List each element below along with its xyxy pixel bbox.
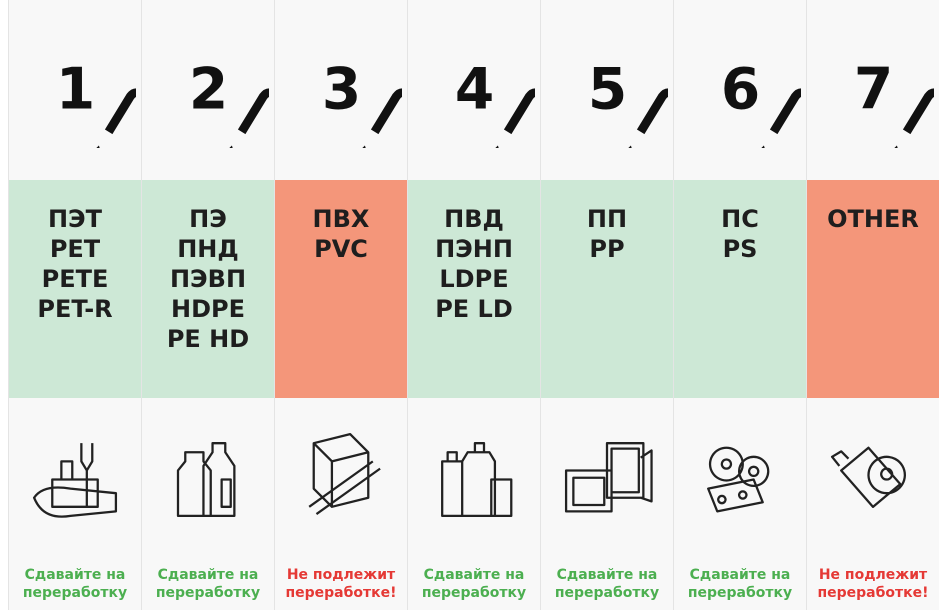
status-line: переработку — [155, 585, 261, 601]
recycling-symbol: 6 — [721, 56, 801, 148]
icon-outline — [441, 442, 513, 518]
recycling-symbol: 3 — [322, 56, 402, 148]
status: Сдавайте на переработку — [142, 566, 274, 602]
column: 6 ПС PS Сдавайте на переработку — [673, 0, 806, 610]
status-line: переработку — [687, 585, 793, 601]
code: PET — [49, 235, 101, 263]
icon-outline — [32, 443, 118, 518]
recycling-symbol: 7 — [854, 56, 934, 148]
code-band: ПП PP — [541, 180, 673, 398]
column: 2 ПЭ ПНД ПЭВП HDPE PE HD Сдавайте на переработк… — [141, 0, 274, 610]
resin-number: 4 — [455, 56, 494, 122]
item-icon — [176, 442, 236, 518]
code-band: ПВД ПЭНП LDPE PE LD — [408, 180, 540, 398]
status: Сдавайте на переработку — [541, 566, 673, 602]
recycling-symbol: 4 — [455, 56, 535, 148]
status-line: Сдавайте на — [689, 567, 791, 583]
item-icon — [32, 443, 118, 518]
column: 1 ПЭТ PET PETE PET-R Сдавайте на переработку — [8, 0, 141, 610]
code: PET-R — [37, 295, 113, 323]
icon-outline — [308, 432, 381, 516]
resin-number: 2 — [189, 56, 228, 122]
code: ПС — [721, 205, 759, 233]
status: Не подлежит переработке! — [275, 566, 407, 602]
icon-outline — [830, 446, 906, 508]
recycling-symbol: 5 — [588, 56, 668, 148]
status-line: переработку — [554, 585, 660, 601]
code: ПП — [586, 205, 628, 233]
resin-number: 6 — [721, 56, 760, 122]
status-line: переработку — [421, 585, 527, 601]
code-band: ПЭТ PET PETE PET-R — [9, 180, 141, 398]
code: PP — [589, 235, 625, 263]
column: 4 ПВД ПЭНП LDPE PE LD Сдавайте на переработку — [407, 0, 540, 610]
item-icon — [441, 442, 513, 518]
icon-outline — [564, 442, 653, 513]
status-line: переработке! — [285, 585, 397, 601]
column: 3 ПВХ PVC Не подлежит переработке! — [274, 0, 407, 610]
status: Сдавайте на переработку — [9, 566, 141, 602]
icon-outline — [176, 442, 236, 518]
code: PVC — [314, 235, 368, 263]
code: PETE — [41, 265, 109, 293]
status-line: Не подлежит — [818, 567, 928, 583]
column: 5 ПП PP Сдавайте на переработку — [540, 0, 673, 610]
item-icon — [707, 446, 770, 513]
item-icon — [830, 446, 906, 508]
status: Сдавайте на переработку — [674, 566, 806, 602]
status-line: переработку — [22, 585, 128, 601]
status-line: Не подлежит — [286, 567, 396, 583]
status: Не подлежит переработке! — [807, 566, 939, 602]
code-band: ПВХ PVC — [275, 180, 407, 398]
status-line: Сдавайте на — [423, 567, 525, 583]
code-band: ПЭ ПНД ПЭВП HDPE PE HD — [142, 180, 274, 398]
resin-number: 3 — [322, 56, 361, 122]
code: PE HD — [166, 325, 250, 353]
code: ПВХ — [312, 205, 370, 233]
item-icon — [308, 432, 381, 516]
code: HDPE — [171, 295, 245, 323]
code: ПЭВП — [169, 265, 247, 293]
item-icon — [564, 442, 653, 513]
recycling-symbol: 2 — [189, 56, 269, 148]
status-line: Сдавайте на — [24, 567, 126, 583]
code: PS — [722, 235, 758, 263]
resin-number: 5 — [588, 56, 627, 122]
status: Сдавайте на переработку — [408, 566, 540, 602]
recycling-symbol: 1 — [56, 56, 136, 148]
code-band: OTHER — [807, 180, 939, 398]
code: OTHER — [827, 205, 919, 233]
icon-outline — [707, 446, 770, 513]
code: ПЭТ — [47, 205, 103, 233]
column: 7 OTHER Не подлежит переработке! — [806, 0, 939, 610]
code: ПЭНП — [435, 235, 513, 263]
code-band: ПС PS — [674, 180, 806, 398]
code: ПНД — [177, 235, 239, 263]
code: ПВД — [444, 205, 504, 233]
status-line: Сдавайте на — [556, 567, 658, 583]
code: ПЭ — [189, 205, 227, 233]
resin-number: 7 — [854, 56, 893, 122]
status-line: переработке! — [817, 585, 929, 601]
resin-number: 1 — [56, 56, 95, 122]
code: PE LD — [435, 295, 513, 323]
status-line: Сдавайте на — [157, 567, 259, 583]
code: LDPE — [439, 265, 509, 293]
